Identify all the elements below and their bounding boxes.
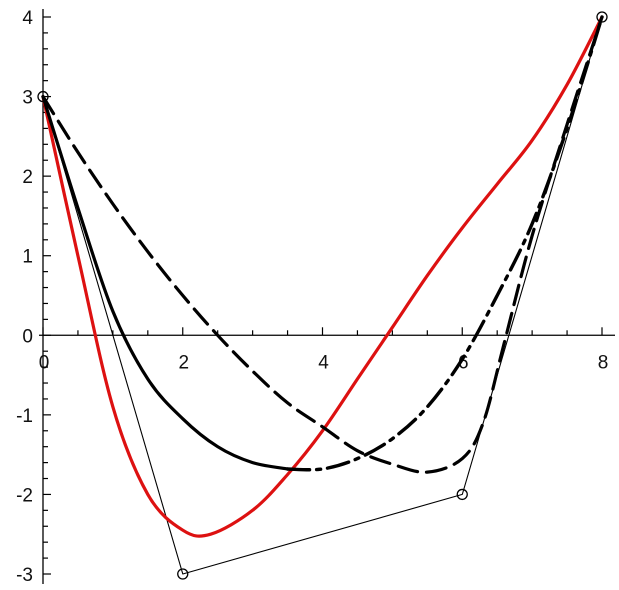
y-tick-label: -1 xyxy=(16,406,33,427)
dash-dot-curve xyxy=(285,15,604,472)
y-tick-label: 4 xyxy=(22,8,33,29)
x-tick-label: 2 xyxy=(178,352,189,373)
series-layer xyxy=(41,15,604,575)
axes xyxy=(39,9,615,584)
y-tick-label: -3 xyxy=(16,565,33,586)
y-tick-label: 1 xyxy=(22,247,33,268)
ticks: 0 2 4 6 8 4 3 2 1 0 -1 -2 -3 xyxy=(16,8,608,586)
control-point-marker xyxy=(596,11,608,23)
y-tick-label: 2 xyxy=(22,167,33,188)
dashed-curve xyxy=(41,15,604,474)
control-point-marker xyxy=(177,568,189,580)
control-polygon-line xyxy=(42,16,603,575)
red-curve xyxy=(41,15,604,538)
y-tick-label: 3 xyxy=(22,88,33,109)
x-tick-label: 0 xyxy=(39,352,50,373)
control-point-marker xyxy=(37,90,49,103)
black-solid-curve xyxy=(41,95,290,471)
x-tick-label: 4 xyxy=(318,352,329,373)
x-tick-label: 8 xyxy=(598,352,609,373)
y-tick-label: -2 xyxy=(16,485,33,506)
y-tick-label: 0 xyxy=(22,326,33,347)
control-point-marker xyxy=(456,488,468,501)
x-tick-label: 6 xyxy=(458,352,469,373)
control-point-markers xyxy=(37,11,608,580)
